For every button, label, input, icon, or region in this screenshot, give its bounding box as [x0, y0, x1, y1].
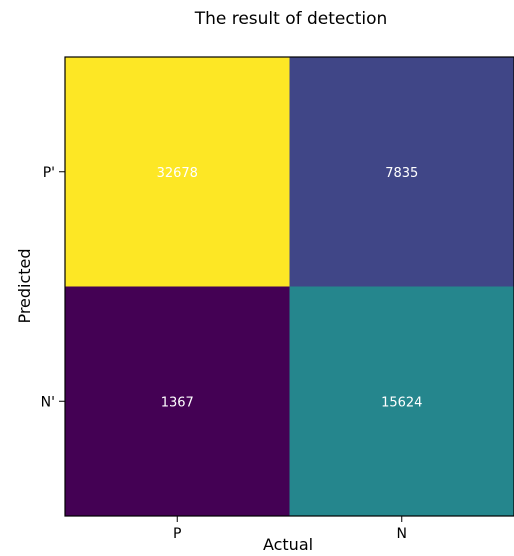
y-axis-label: Predicted — [15, 248, 34, 323]
y-tick-label-0: P' — [43, 165, 55, 181]
cell-value-label-r1-c1: 15624 — [381, 395, 422, 410]
y-axis-ticks: P' N' — [41, 165, 65, 411]
x-tick-label-1: N — [397, 526, 407, 542]
y-tick-label-1: N' — [41, 394, 55, 410]
cell-value-label-r1-c0: 1367 — [161, 395, 194, 410]
heatmap-cells — [65, 57, 514, 517]
x-tick-label-0: P — [173, 526, 181, 542]
x-axis-label: Actual — [263, 535, 313, 552]
chart-title: The result of detection — [194, 9, 388, 29]
cell-value-label-r0-c0: 32678 — [157, 166, 198, 181]
cell-value-label-r0-c1: 7835 — [385, 166, 418, 181]
